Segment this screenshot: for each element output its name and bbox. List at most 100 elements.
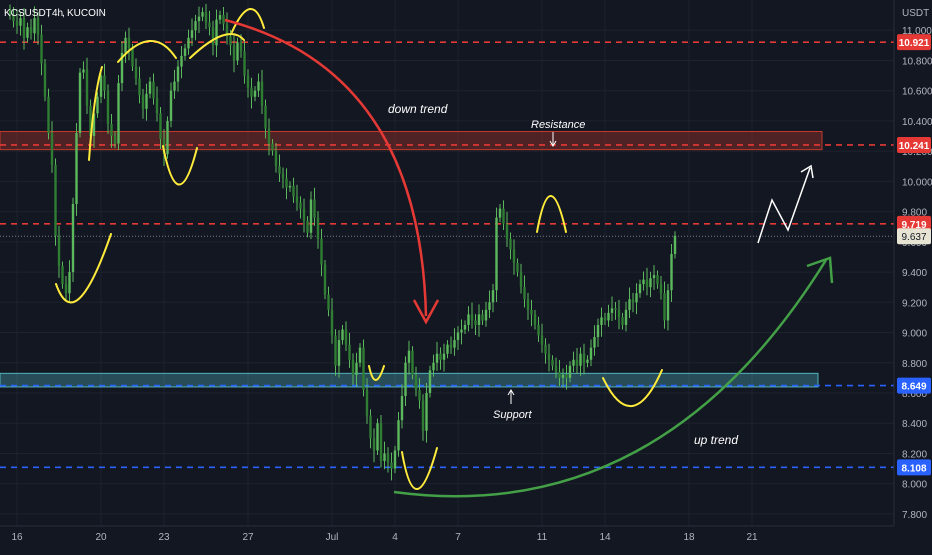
candle-body — [12, 15, 15, 22]
candle-body — [208, 22, 211, 28]
candle-body — [358, 347, 362, 363]
candle-body — [463, 324, 467, 330]
y-tick-label: 8.000 — [902, 480, 927, 491]
candle-body — [432, 362, 435, 371]
candle-body — [341, 329, 344, 341]
candle-body — [414, 374, 418, 390]
candle-body — [159, 113, 162, 140]
level-tag-label: 10.241 — [899, 141, 930, 152]
candle-body — [323, 264, 327, 295]
candle-body — [138, 78, 141, 96]
candle-body — [666, 290, 670, 321]
candle-body — [330, 309, 334, 336]
candle-body — [183, 48, 187, 56]
candle-body — [614, 308, 617, 310]
candle-body — [572, 359, 575, 366]
y-tick-label: 11.000 — [902, 26, 932, 37]
projection-path — [757, 167, 811, 244]
candle-body — [222, 15, 225, 25]
candle-body — [64, 284, 68, 294]
candle-body — [670, 253, 673, 291]
candle-body — [215, 19, 218, 46]
candle-body — [85, 69, 89, 106]
candle-body — [390, 462, 393, 469]
candle-body — [274, 151, 278, 167]
y-tick-label: 10.800 — [902, 56, 932, 67]
level-tag — [897, 34, 931, 51]
x-tick-label: 20 — [95, 532, 107, 543]
candle-body — [239, 42, 243, 52]
candle-body — [120, 52, 124, 84]
candle-body — [530, 309, 533, 315]
candle-body — [533, 314, 537, 325]
candle-body — [663, 293, 666, 321]
candle-body — [603, 317, 607, 321]
level-tag-label: 8.108 — [901, 463, 926, 474]
candle-body — [593, 337, 596, 348]
candle-body — [92, 113, 96, 137]
candle-body — [351, 359, 355, 375]
symbol-separator-2: , — [62, 8, 65, 19]
candle-body — [295, 196, 299, 203]
y-tick-label: 8.200 — [902, 449, 927, 460]
candle-body — [320, 238, 323, 265]
candle-body — [642, 279, 645, 285]
candle-body — [645, 279, 649, 288]
candle-body — [635, 293, 638, 303]
candle-body — [218, 15, 222, 20]
candle-body — [204, 12, 208, 23]
x-tick-label: 7 — [455, 532, 461, 543]
x-tick-label: 23 — [158, 532, 170, 543]
y-tick-label: 9.200 — [902, 298, 927, 309]
candle-body — [400, 396, 404, 421]
candle-body — [610, 308, 614, 313]
up-trend-arrowhead — [806, 256, 834, 284]
candle-body — [491, 290, 495, 303]
candle-body — [148, 81, 152, 94]
swing-mark — [231, 8, 265, 33]
candle-body — [103, 75, 106, 91]
candle-body — [141, 95, 145, 109]
candle-body — [113, 136, 117, 144]
candle-body — [376, 423, 379, 451]
candle-body — [624, 309, 628, 325]
candle-body — [404, 362, 407, 397]
symbol-interval: 4h — [52, 8, 63, 19]
candle-body — [243, 51, 246, 76]
candle-body — [47, 96, 50, 134]
candle-body — [124, 37, 127, 53]
candle-body — [600, 317, 603, 325]
candle-body — [152, 81, 155, 99]
candle-body — [33, 18, 36, 34]
x-tick-label: 4 — [392, 532, 398, 543]
candle-body — [519, 272, 523, 288]
candle-body — [509, 238, 512, 250]
candle-body — [579, 353, 582, 366]
candle-body — [117, 83, 120, 144]
candle-body — [264, 105, 267, 129]
candle-body — [71, 204, 75, 273]
y-tick-label: 10.600 — [902, 87, 932, 98]
candle-body — [267, 128, 271, 144]
currency-label: USDT — [902, 8, 929, 19]
candle-body — [393, 450, 397, 469]
candle-body — [236, 42, 239, 61]
candle-body — [299, 202, 302, 209]
candle-body — [134, 66, 138, 79]
level-tag — [897, 136, 931, 153]
candle-body — [229, 36, 232, 46]
annotation-down-trend: down trend — [388, 102, 448, 116]
drawings-layer — [55, 8, 834, 498]
annotation-up-trend: up trend — [694, 433, 738, 447]
candle-body — [673, 235, 677, 254]
y-tick-label: 8.600 — [902, 389, 927, 400]
candle-body — [176, 66, 180, 82]
candle-body — [372, 438, 376, 451]
candle-body — [225, 24, 229, 37]
candle-body — [547, 353, 551, 360]
candle-body — [456, 332, 460, 341]
candle-body — [418, 389, 421, 401]
candle-body — [253, 90, 257, 97]
x-tick-label: 16 — [11, 532, 23, 543]
